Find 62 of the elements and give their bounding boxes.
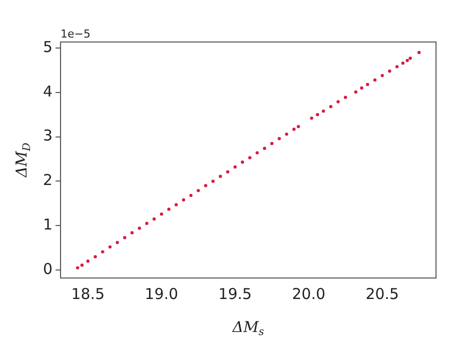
y-tick-label: 2 [42, 171, 53, 190]
point [278, 137, 281, 140]
point [417, 50, 421, 54]
x-tick-label: 19.0 [144, 284, 178, 303]
point [256, 151, 259, 154]
point [152, 217, 156, 221]
x-tick-label: 18.5 [71, 284, 105, 303]
point [285, 132, 288, 136]
point [94, 255, 97, 258]
point [248, 156, 252, 160]
point [76, 266, 80, 270]
point [310, 116, 314, 120]
point [167, 208, 170, 211]
point [373, 78, 377, 82]
text: 1e−5 [60, 27, 91, 40]
y-tick-label: 0 [42, 260, 53, 278]
point [174, 203, 178, 206]
point [80, 264, 84, 267]
point [160, 212, 164, 216]
y-tick-label: 3 [42, 126, 53, 145]
y-tick-label: 1 [42, 216, 53, 234]
point [86, 260, 90, 263]
point [189, 194, 193, 198]
point [123, 236, 126, 240]
point [360, 86, 364, 90]
point [296, 125, 300, 128]
point [204, 184, 208, 188]
point [116, 240, 119, 244]
point [401, 62, 404, 65]
point [240, 160, 244, 164]
point [366, 82, 370, 86]
point [196, 188, 200, 192]
point [262, 146, 266, 150]
point [336, 100, 340, 104]
point [292, 128, 296, 131]
point [145, 222, 148, 225]
y-tick-label: 4 [42, 82, 53, 100]
x-tick-label: 20.0 [292, 284, 326, 303]
point [101, 250, 104, 254]
y-axis-title: ΔMD [12, 142, 33, 178]
x-tick-label: 19.5 [218, 284, 252, 303]
point [138, 226, 142, 230]
point [395, 65, 399, 68]
point [234, 165, 237, 169]
point [406, 58, 409, 62]
point [344, 96, 348, 99]
point [130, 231, 134, 234]
point [182, 198, 186, 202]
point [226, 170, 230, 174]
point [108, 245, 112, 249]
point [388, 70, 392, 73]
point [408, 56, 412, 60]
point [354, 90, 358, 94]
y-tick-label: 5 [42, 38, 53, 56]
point [211, 180, 215, 183]
point [329, 105, 332, 108]
point [218, 174, 222, 178]
point [322, 109, 326, 113]
point [270, 142, 274, 146]
x-tick-label: 20.5 [366, 284, 399, 303]
point [316, 113, 320, 116]
point [380, 74, 384, 78]
